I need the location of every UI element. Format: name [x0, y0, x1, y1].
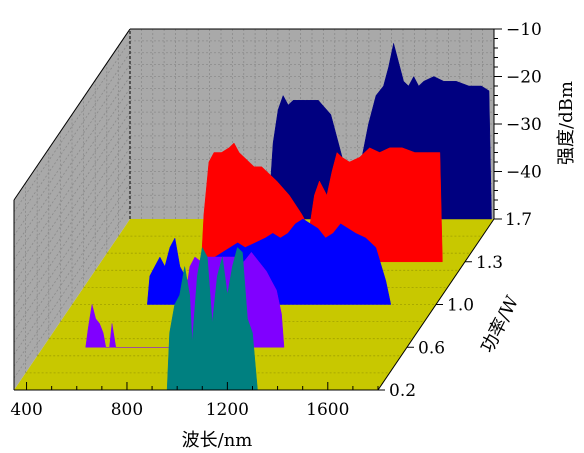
y-tick-label: 0.2 — [389, 381, 416, 401]
side-grid-line — [13, 52, 131, 224]
side-grid-line — [13, 171, 131, 343]
side-grid-line — [13, 123, 131, 296]
side-grid-line — [13, 40, 131, 213]
side-grid-line — [13, 147, 131, 319]
x-tick-label: 1600 — [306, 400, 349, 420]
side-grid-line — [13, 195, 131, 367]
z-tick-label: −20 — [506, 68, 542, 88]
z-tick-label: −10 — [506, 20, 542, 40]
x-tick-label: 400 — [10, 400, 42, 420]
series-area-1 — [147, 218, 392, 305]
x-tick-label: 1200 — [206, 400, 249, 420]
z-tick-label: −40 — [506, 163, 542, 183]
side-grid-line — [13, 64, 131, 236]
side-grid-line — [13, 111, 131, 284]
chart-series — [85, 43, 492, 391]
series-area-1.3 — [201, 142, 443, 263]
series-area-0.2 — [166, 246, 258, 391]
side-grid-line — [13, 135, 131, 308]
y-axis-title: 功率/W — [477, 292, 523, 356]
x-axis-title: 波长/nm — [182, 430, 253, 451]
side-grid-line — [13, 206, 131, 379]
chart-tick-labels: 400 800 1200 1600 0.2 0.6 1.0 1.3 1.7 −10 −20 −30 −4… — [10, 20, 542, 420]
side-grid-line — [13, 100, 131, 272]
side-grid-line — [13, 76, 131, 248]
side-grid-line — [13, 88, 131, 260]
chart-axes — [13, 28, 502, 391]
side-wall-panel — [14, 29, 130, 390]
side-grid-line — [13, 183, 131, 355]
z-axis-title: 强度/dBm — [556, 81, 577, 165]
side-top-edge — [13, 28, 131, 201]
y-tick-label: 1.0 — [447, 296, 474, 316]
side-grid-line — [13, 159, 131, 331]
z-tick-label: −30 — [506, 115, 542, 135]
y-tick-label: 1.7 — [505, 210, 532, 230]
y-tick-label: 1.3 — [476, 253, 503, 273]
x-tick-label: 800 — [111, 400, 143, 420]
y-tick-label: 0.6 — [418, 338, 445, 358]
